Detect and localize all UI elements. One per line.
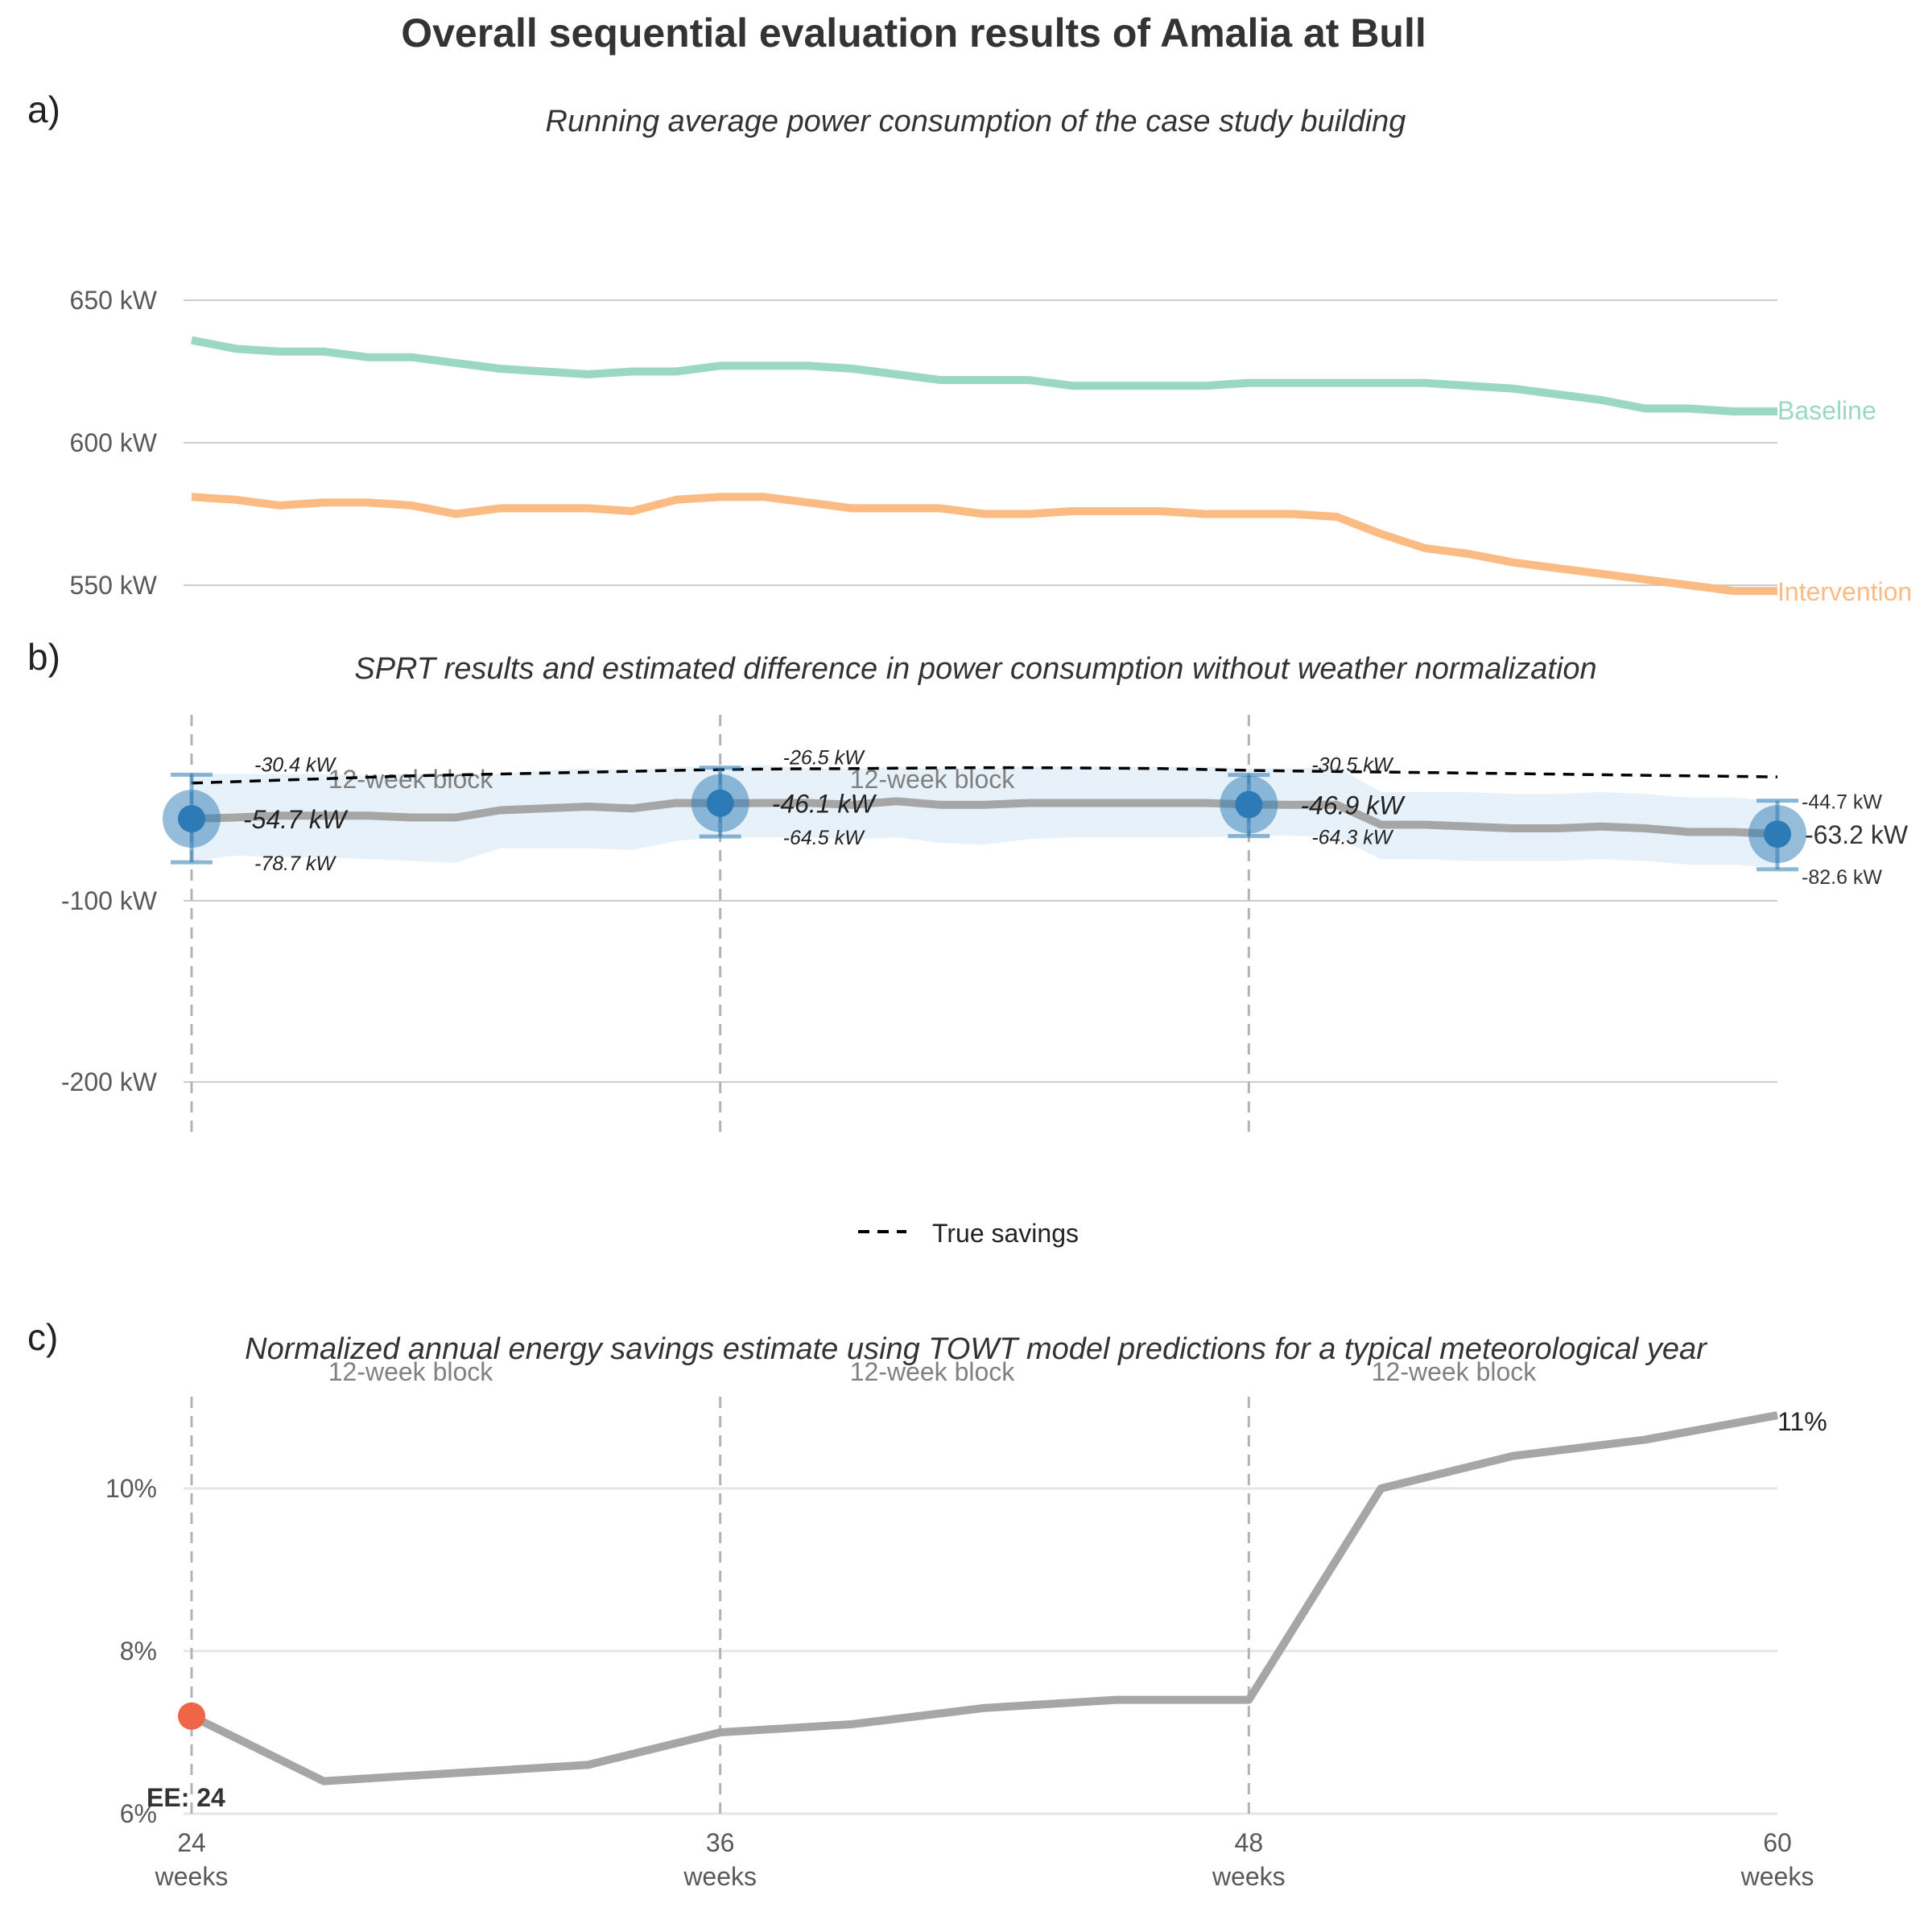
lower-bound-label: -82.6 kW — [1802, 866, 1882, 889]
baseline-line — [191, 336, 1777, 416]
y-tick-label: -200 kW — [61, 1067, 158, 1096]
x-tick-unit: weeks — [155, 1862, 229, 1891]
early-end-label: EE: 24 — [147, 1783, 225, 1812]
lower-bound-label: -64.3 kW — [1311, 827, 1393, 849]
upper-bound-label: -30.5 kW — [1311, 754, 1393, 777]
x-tick-unit: weeks — [1740, 1862, 1814, 1891]
x-tick-unit: weeks — [1212, 1862, 1286, 1891]
checkpoint-point — [706, 789, 734, 817]
x-tick-unit: weeks — [683, 1862, 757, 1891]
estimate-label: -46.1 kW — [772, 790, 877, 819]
block-label: 12-week block — [1372, 1357, 1538, 1386]
y-tick-label: -100 kW — [61, 886, 158, 915]
panel-a-subtitle: Running average power consumption of the… — [546, 105, 1406, 138]
lower-bound-label: -78.7 kW — [254, 852, 336, 875]
lower-bound-label: -64.5 kW — [783, 827, 865, 849]
panel-c-subtitle: Normalized annual energy savings estimat… — [245, 1332, 1707, 1366]
estimate-label: -54.7 kW — [243, 805, 349, 834]
estimate-label: -63.2 kW — [1805, 820, 1909, 849]
y-tick-label: 10% — [105, 1474, 157, 1503]
panel-a-running-average: 650 kW 600 kW 550 kW Baseline Intervention — [70, 286, 1913, 606]
estimate-line — [191, 797, 1778, 839]
upper-bound-label: -26.5 kW — [783, 747, 865, 770]
end-value-label: 11% — [1777, 1407, 1827, 1436]
x-tick-value: 60 — [1763, 1828, 1792, 1857]
panel-c-normalized-savings: 10% 8% 6% 12-week block 12-week block 12-w… — [105, 1357, 1827, 1891]
checkpoint-point — [178, 805, 205, 833]
x-tick-value: 24 — [177, 1828, 206, 1857]
upper-bound-label: -30.4 kW — [254, 753, 336, 776]
legend-true-savings-label: True savings — [932, 1219, 1079, 1248]
savings-line — [189, 1411, 1778, 1785]
panel-b-subtitle: SPRT results and estimated difference in… — [354, 652, 1596, 686]
x-tick-value: 36 — [706, 1828, 735, 1857]
panel-b-letter: b) — [27, 636, 60, 678]
block-label: 12-week block — [328, 1357, 494, 1386]
checkpoint-point — [1235, 791, 1263, 819]
y-tick-label: 650 kW — [70, 286, 158, 315]
upper-bound-label: -44.7 kW — [1802, 791, 1882, 814]
y-tick-label: 6% — [120, 1799, 157, 1828]
y-tick-label: 8% — [120, 1637, 157, 1666]
chart-title: Overall sequential evaluation results of… — [401, 10, 1426, 56]
early-end-point — [178, 1702, 205, 1730]
estimate-label: -46.9 kW — [1300, 791, 1406, 820]
panel-c-letter: c) — [27, 1316, 58, 1358]
panel-b-sprt-results: -100 kW-200 kW 12-week block 12-week blo… — [61, 715, 1909, 1248]
true-savings-line — [191, 766, 1778, 785]
x-tick-value: 48 — [1235, 1828, 1264, 1857]
checkpoint-point — [1764, 820, 1791, 848]
y-tick-label: 600 kW — [70, 428, 158, 457]
y-tick-label: 550 kW — [70, 571, 158, 600]
block-label: 12-week block — [850, 1357, 1016, 1386]
legend: True savings — [858, 1219, 1079, 1248]
intervention-line — [191, 493, 1777, 596]
intervention-series-label: Intervention — [1777, 577, 1912, 606]
confidence-band — [192, 765, 1777, 869]
panel-a-letter: a) — [27, 89, 60, 130]
baseline-series-label: Baseline — [1777, 396, 1876, 425]
block-label: 12-week block — [328, 765, 494, 794]
